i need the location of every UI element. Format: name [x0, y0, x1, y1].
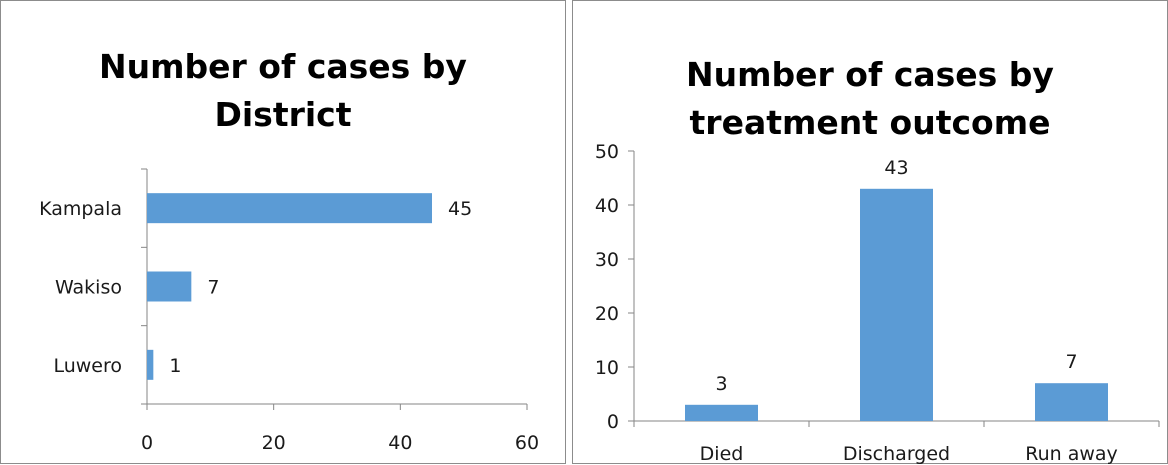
chart-district-plot: 0 20 40 60 Kampala 45 Wakiso 7 Luwero 1 — [39, 168, 539, 454]
chart-district-panel: Number of cases by District 0 20 40 60 Kampa… — [0, 0, 566, 464]
district-bar-luwero — [147, 349, 154, 380]
district-x-tick-label: 40 — [388, 432, 412, 454]
chart-district-title-line-1: Number of cases by — [99, 47, 467, 86]
chart-district-title-line-2: District — [214, 95, 352, 134]
chart-outcome-title-line-2: treatment outcome — [689, 103, 1051, 142]
district-category-label: Kampala — [39, 198, 122, 220]
chart-outcome-title: Number of cases by treatment outcome — [573, 51, 1167, 147]
chart-outcome-plot: 0 10 20 30 40 50 3 Died 43 Discharged 7 Run away — [595, 141, 1160, 465]
district-data-label: 7 — [207, 277, 219, 299]
chart-outcome-panel: Number of cases by treatment outcome 0 10… — [572, 0, 1168, 465]
district-x-tick-label: 0 — [141, 432, 153, 454]
outcome-category-label: Died — [700, 443, 744, 465]
district-bar-kampala — [147, 193, 432, 224]
chart-district-title: Number of cases by District — [1, 43, 565, 139]
outcome-y-tick-label: 0 — [607, 411, 619, 433]
outcome-bar-died — [685, 404, 758, 421]
outcome-y-tick-label: 30 — [595, 249, 619, 271]
district-bar-wakiso — [147, 271, 192, 302]
outcome-y-tick-label: 50 — [595, 141, 619, 163]
district-data-label: 1 — [169, 355, 181, 377]
outcome-y-tick-label: 40 — [595, 195, 619, 217]
outcome-category-label: Run away — [1025, 443, 1118, 465]
district-x-tick-label: 20 — [262, 432, 286, 454]
district-x-tick-label: 60 — [515, 432, 539, 454]
outcome-data-label: 43 — [884, 157, 908, 179]
outcome-bar-discharged — [860, 188, 933, 421]
outcome-data-label: 7 — [1065, 351, 1077, 373]
chart-outcome-title-line-1: Number of cases by — [686, 55, 1054, 94]
outcome-y-tick-label: 20 — [595, 303, 619, 325]
outcome-y-tick-label: 10 — [595, 357, 619, 379]
outcome-bar-run-away — [1035, 383, 1108, 421]
district-category-label: Luwero — [53, 355, 122, 377]
outcome-category-label: Discharged — [843, 443, 950, 465]
outcome-data-label: 3 — [715, 373, 727, 395]
district-data-label: 45 — [448, 198, 472, 220]
district-category-label: Wakiso — [55, 277, 122, 299]
